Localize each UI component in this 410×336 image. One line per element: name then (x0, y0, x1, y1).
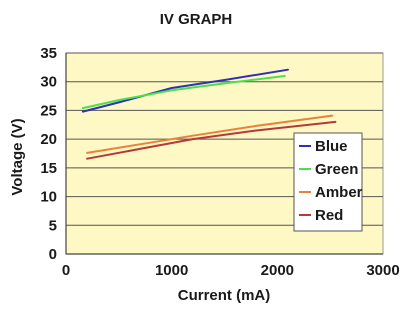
y-tick-label-25: 25 (40, 102, 57, 119)
legend-label-red: Red (315, 207, 343, 224)
y-tick-label-5: 5 (49, 217, 57, 234)
x-tick-label-2000: 2000 (261, 262, 294, 279)
series-line-green (81, 75, 286, 110)
series-line-amber (86, 114, 334, 154)
y-tick-label-20: 20 (40, 131, 57, 148)
x-tick-label-3000: 3000 (366, 262, 399, 279)
y-tick-labels: 0 5 10 15 20 25 30 35 (40, 45, 57, 263)
y-tick-label-10: 10 (40, 189, 57, 206)
x-axis-title: Current (mA) (178, 287, 271, 304)
y-tick-label-35: 35 (40, 45, 57, 62)
x-tick-labels: 0 1000 2000 3000 (62, 262, 400, 279)
x-tick-label-1000: 1000 (155, 262, 188, 279)
series-line-blue (81, 68, 289, 113)
legend: Blue Green Amber Red (293, 132, 363, 232)
legend-label-green: Green (315, 161, 358, 178)
y-tick-label-0: 0 (49, 246, 57, 263)
y-tick-label-30: 30 (40, 74, 57, 91)
legend-label-amber: Amber (315, 184, 363, 201)
legend-label-blue: Blue (315, 138, 348, 155)
chart-title: IV GRAPH (160, 11, 233, 28)
series-line-red (86, 120, 337, 160)
y-tick-label-15: 15 (40, 160, 57, 177)
x-tick-label-0: 0 (62, 262, 70, 279)
y-axis-title: Voltage (V) (9, 118, 26, 195)
